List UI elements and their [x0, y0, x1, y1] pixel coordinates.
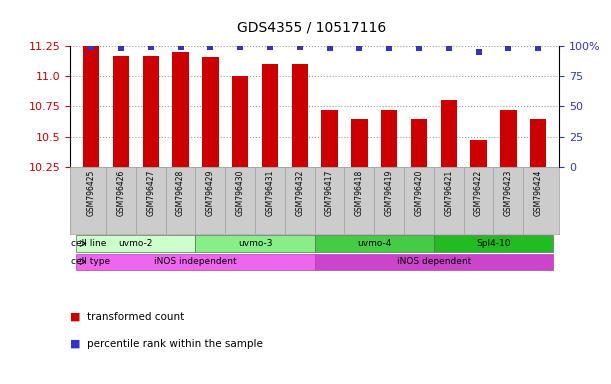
Bar	[411, 119, 427, 167]
Text: uvmo-3: uvmo-3	[238, 239, 273, 248]
Point	[444, 45, 454, 51]
Point	[116, 45, 126, 51]
Point	[295, 44, 305, 50]
Bar	[530, 119, 546, 167]
Bar	[500, 110, 516, 167]
Text: cell type: cell type	[71, 257, 110, 266]
Bar	[291, 64, 308, 167]
Bar	[381, 110, 397, 167]
Text: GDS4355 / 10517116: GDS4355 / 10517116	[237, 21, 386, 35]
Text: GSM796423: GSM796423	[504, 170, 513, 216]
Bar	[76, 253, 315, 270]
Text: GSM796429: GSM796429	[206, 170, 215, 216]
Text: cell line: cell line	[71, 239, 106, 248]
Point	[414, 45, 424, 51]
Text: GSM796426: GSM796426	[117, 170, 125, 216]
Text: GSM796424: GSM796424	[533, 170, 543, 216]
Text: GSM796419: GSM796419	[385, 170, 393, 216]
Point	[503, 45, 513, 51]
Text: transformed count: transformed count	[87, 312, 185, 322]
Bar	[196, 235, 315, 252]
Text: GSM796425: GSM796425	[87, 170, 96, 216]
Text: iNOS dependent: iNOS dependent	[397, 257, 471, 266]
Text: GSM796417: GSM796417	[325, 170, 334, 216]
Bar	[470, 140, 487, 167]
Bar	[434, 235, 553, 252]
Text: GSM796420: GSM796420	[414, 170, 423, 216]
Bar	[172, 52, 189, 167]
Bar	[83, 46, 100, 167]
Text: uvmo-4: uvmo-4	[357, 239, 392, 248]
Point	[235, 44, 245, 50]
Bar	[142, 56, 159, 167]
Text: GSM796430: GSM796430	[236, 170, 244, 216]
Text: GSM796421: GSM796421	[444, 170, 453, 216]
Point	[533, 45, 543, 51]
Text: GSM796432: GSM796432	[295, 170, 304, 216]
Bar	[351, 119, 368, 167]
Text: GSM796428: GSM796428	[176, 170, 185, 216]
Bar	[321, 110, 338, 167]
Text: GSM796427: GSM796427	[146, 170, 155, 216]
Point	[205, 44, 215, 50]
Bar	[76, 235, 196, 252]
Bar	[315, 253, 553, 270]
Text: uvmo-2: uvmo-2	[119, 239, 153, 248]
Text: ■: ■	[70, 312, 81, 322]
Text: percentile rank within the sample: percentile rank within the sample	[87, 339, 263, 349]
Text: GSM796431: GSM796431	[265, 170, 274, 216]
Point	[354, 45, 364, 51]
Point	[324, 45, 334, 51]
Point	[384, 45, 394, 51]
Text: GSM796422: GSM796422	[474, 170, 483, 216]
Bar	[441, 101, 457, 167]
Point	[474, 49, 483, 55]
Bar	[315, 235, 434, 252]
Text: Spl4-10: Spl4-10	[476, 239, 511, 248]
Bar	[113, 56, 129, 167]
Point	[175, 44, 185, 50]
Text: iNOS independent: iNOS independent	[154, 257, 236, 266]
Point	[86, 44, 96, 50]
Point	[146, 44, 156, 50]
Bar	[232, 76, 248, 167]
Point	[265, 44, 275, 50]
Text: ■: ■	[70, 339, 81, 349]
Bar	[262, 64, 278, 167]
Bar	[202, 57, 219, 167]
Text: GSM796418: GSM796418	[355, 170, 364, 216]
